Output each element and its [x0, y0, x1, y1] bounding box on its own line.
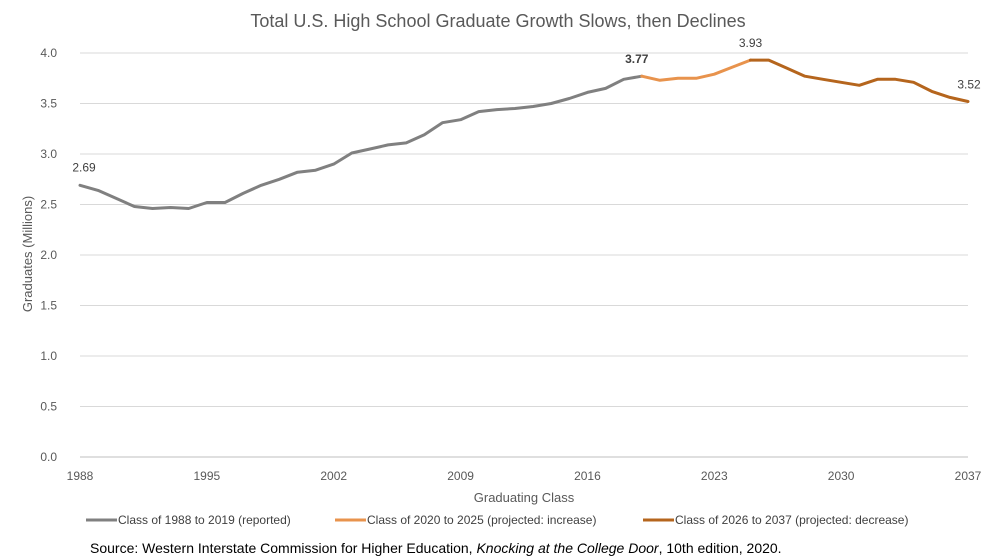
x-tick-label: 2037: [955, 469, 982, 483]
y-tick-label: 3.5: [40, 97, 57, 111]
source-prefix: Source: Western Interstate Commission fo…: [90, 540, 477, 556]
x-tick-label: 2002: [320, 469, 347, 483]
y-tick-label: 1.5: [40, 299, 57, 313]
x-tick-label: 2023: [701, 469, 728, 483]
legend: Class of 1988 to 2019 (reported) Class of…: [86, 513, 908, 527]
y-axis-title: Graduates (Millions): [20, 196, 35, 312]
series-lines: [78, 58, 970, 210]
y-tick-label: 1.0: [40, 349, 57, 363]
x-tick-label: 1995: [194, 469, 221, 483]
y-tick-label: 0.5: [40, 400, 57, 414]
x-tick-label: 1988: [67, 469, 94, 483]
data-label: 3.77: [625, 52, 649, 66]
y-tick-label: 3.0: [40, 147, 57, 161]
y-tick-label: 4.0: [40, 46, 57, 60]
series-line-3: [749, 58, 970, 103]
legend-label: Class of 2026 to 2037 (projected: decrea…: [675, 513, 908, 527]
x-tick-label: 2009: [447, 469, 474, 483]
y-tick-label: 0.0: [40, 450, 57, 464]
x-tick-label: 2016: [574, 469, 601, 483]
data-labels: 2.69 3.77 3.93 3.52: [72, 36, 981, 174]
data-label: 2.69: [72, 160, 96, 174]
data-label: 3.52: [957, 77, 981, 91]
legend-label: Class of 2020 to 2025 (projected: increa…: [367, 513, 596, 527]
x-axis-title: Graduating Class: [474, 490, 575, 505]
y-axis-ticks: 0.0 0.5 1.0 1.5 2.0 2.5 3.0 3.5 4.0: [40, 46, 57, 464]
series-line-1: [78, 74, 644, 210]
source-note: Source: Western Interstate Commission fo…: [90, 540, 782, 556]
x-tick-label: 2030: [828, 469, 855, 483]
source-suffix: , 10th edition, 2020.: [658, 540, 782, 556]
series-line-2: [640, 58, 752, 82]
source-book-title: Knocking at the College Door: [476, 540, 659, 556]
y-tick-label: 2.0: [40, 248, 57, 262]
chart-title: Total U.S. High School Graduate Growth S…: [250, 11, 745, 31]
y-tick-label: 2.5: [40, 198, 57, 212]
data-label: 3.93: [739, 36, 763, 50]
legend-label: Class of 1988 to 2019 (reported): [118, 513, 291, 527]
x-axis-ticks: 1988 1995 2002 2009 2016 2023 2030 2037: [67, 469, 982, 483]
gridlines: [80, 52, 968, 458]
